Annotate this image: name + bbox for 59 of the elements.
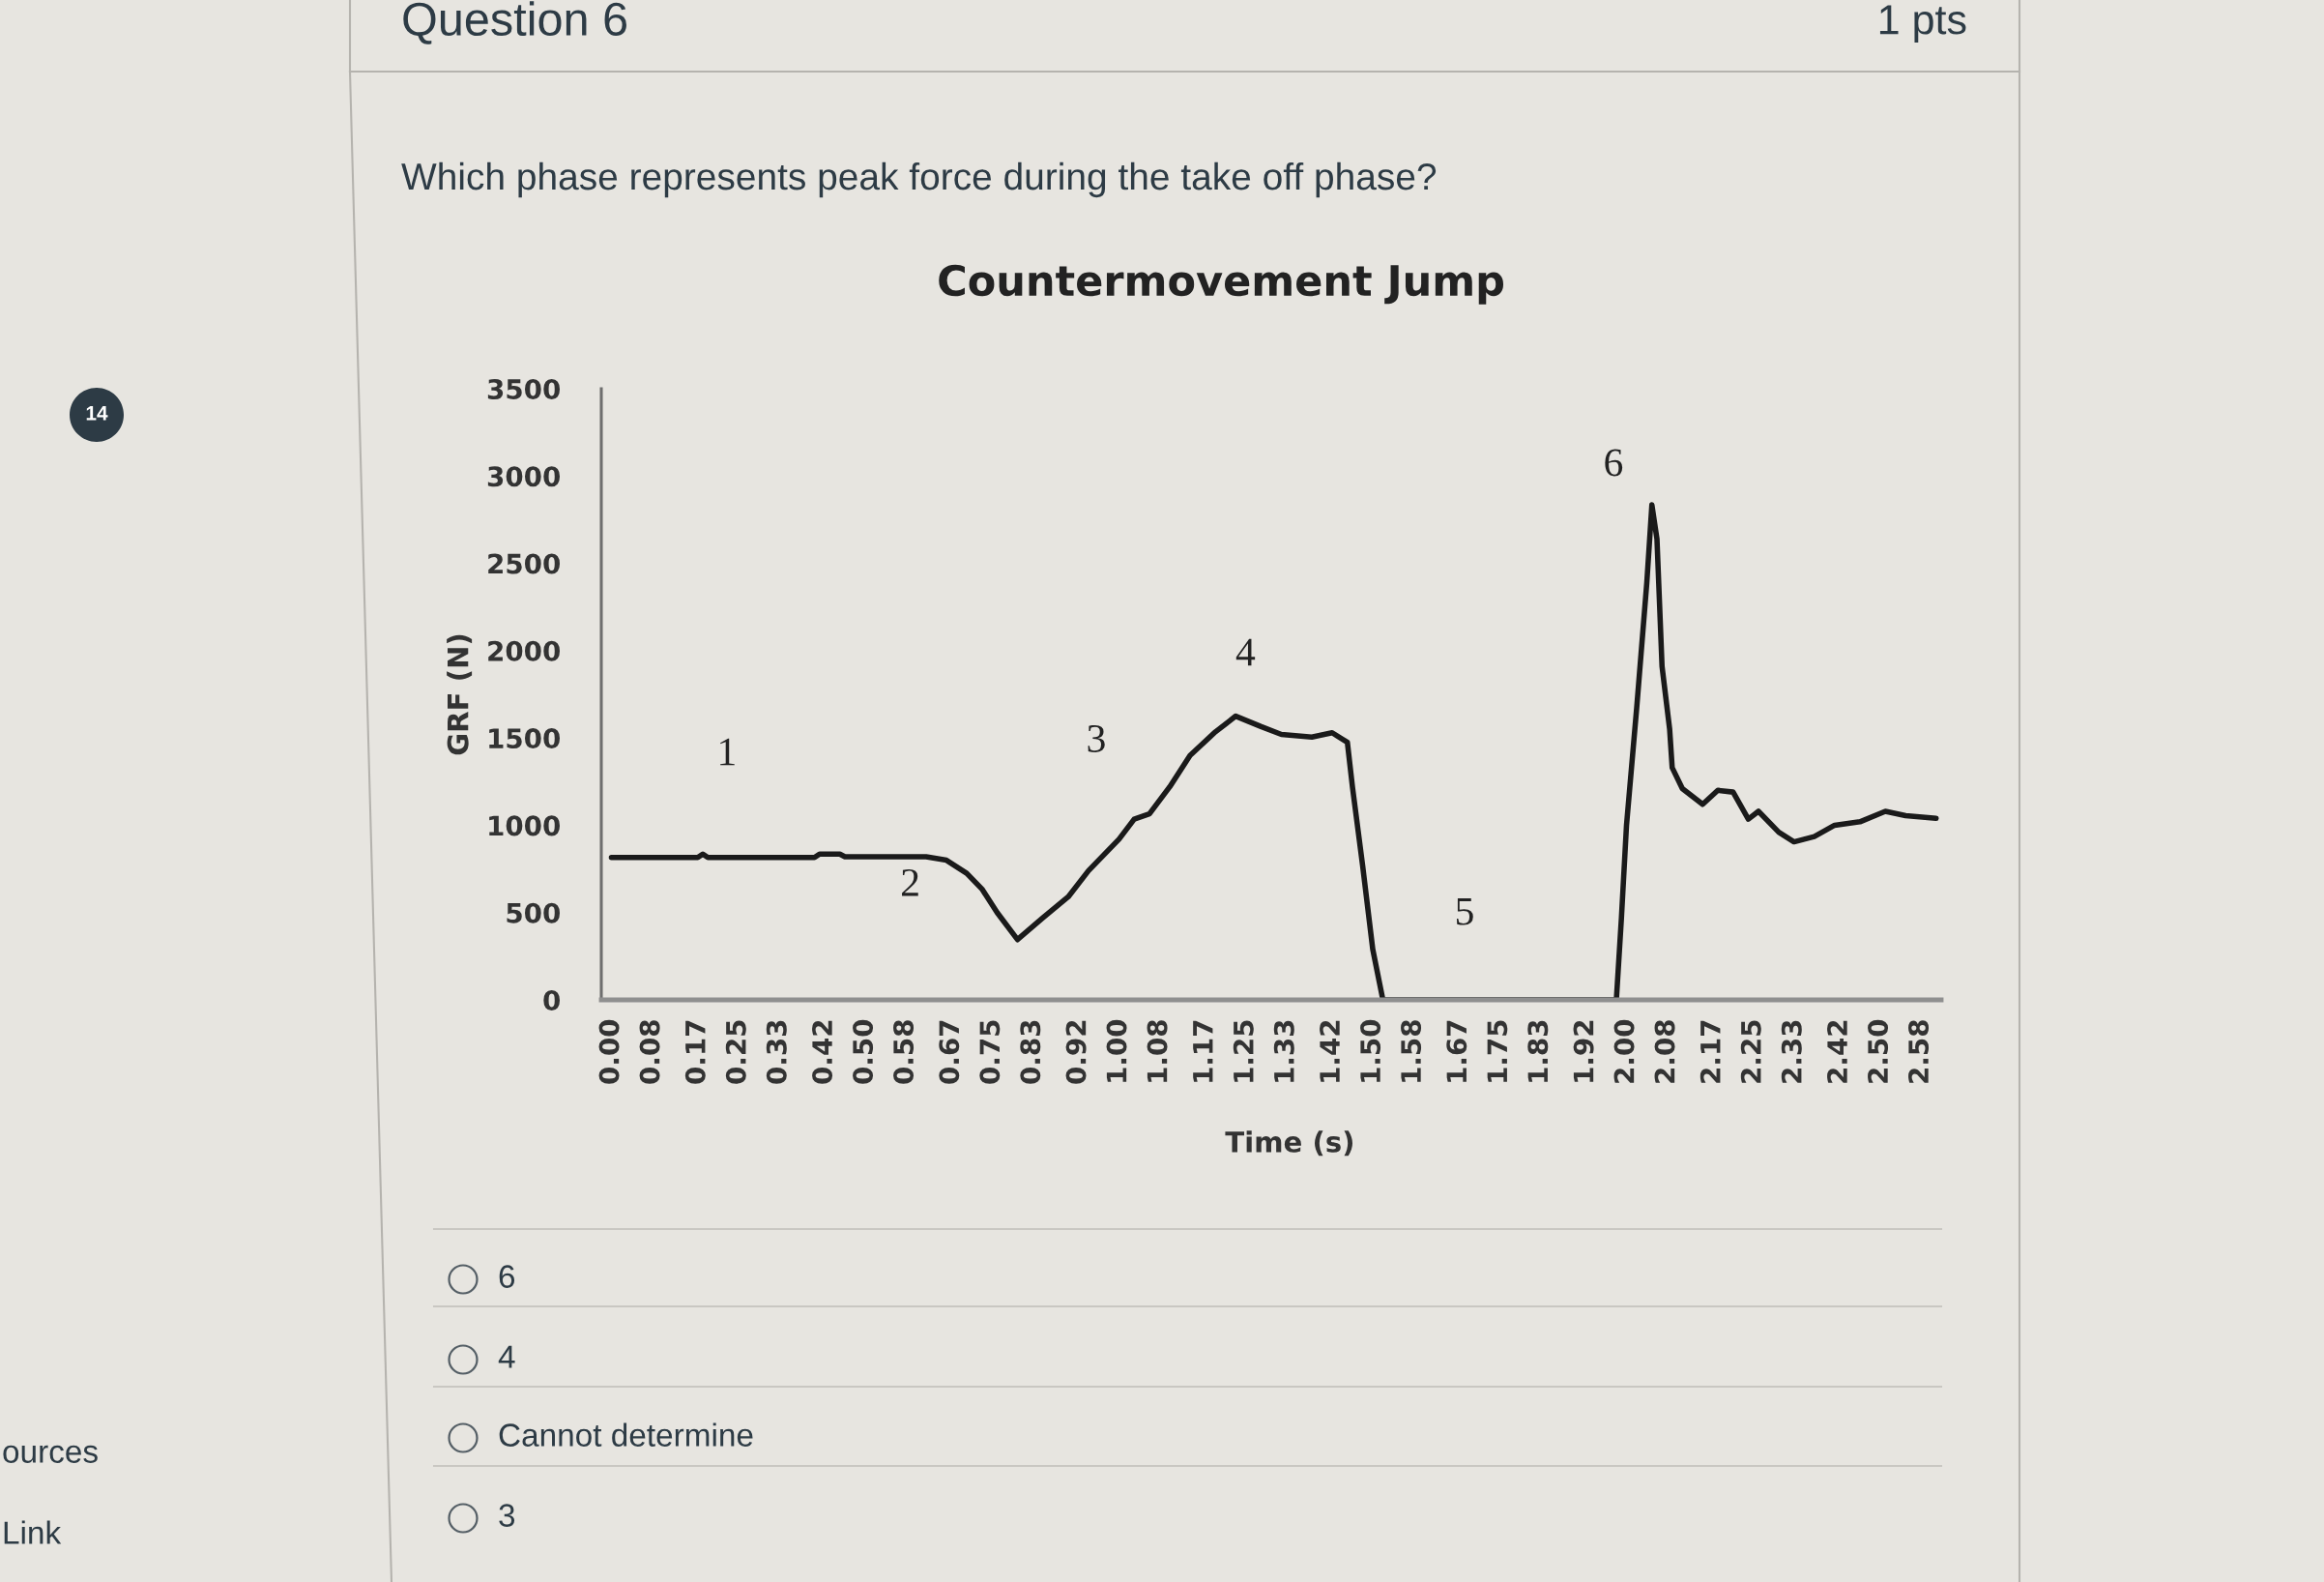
text: 6 [499, 1265, 515, 1288]
y-tick-label: 1500 [489, 728, 561, 749]
text: ources [3, 1445, 98, 1463]
x-tick-label: 1.25 [1233, 1020, 1254, 1082]
x-tick-label: 2.50 [1868, 1019, 1889, 1083]
annotation: 1 [720, 738, 735, 766]
x-tick-label: 1.75 [1487, 1020, 1508, 1082]
x-axis-title: Time (s) [1225, 1130, 1353, 1157]
x-tick-label: 1.92 [1573, 1020, 1594, 1082]
annotation: 2 [902, 868, 918, 896]
x-tick-label: 1.58 [1401, 1020, 1422, 1082]
y-tick-label: 500 [507, 902, 561, 923]
y-tick-label: 3500 [487, 378, 561, 399]
x-tick-label: 1.67 [1446, 1020, 1467, 1082]
text: Which phase represents peak force during the take off phase? [401, 161, 1437, 198]
annotation: 5 [1457, 897, 1473, 925]
y-tick-label: 2000 [488, 640, 561, 661]
x-tick-label: 0.50 [853, 1019, 874, 1084]
x-tick-label: 2.00 [1613, 1019, 1635, 1083]
x-tick-label: 2.17 [1699, 1020, 1721, 1083]
annotation: 4 [1235, 638, 1256, 666]
x-tick-label: 1.33 [1273, 1020, 1294, 1082]
x-tick-label: 0.83 [1020, 1020, 1041, 1084]
x-tick-label: 0.33 [766, 1020, 787, 1084]
x-tick-label: 1.42 [1320, 1020, 1340, 1082]
annotation: 3 [1088, 724, 1105, 752]
y-tick-label: 3000 [487, 466, 561, 487]
y-axis-title: GRF (N) [447, 634, 473, 755]
x-tick-label: 0.75 [979, 1020, 1001, 1084]
y-tick-label: 2500 [488, 553, 561, 574]
text: 4 [498, 1345, 515, 1368]
x-tick-label: 1.17 [1193, 1020, 1213, 1082]
annotation: 6 [1605, 449, 1623, 477]
x-tick-label: 1.08 [1147, 1020, 1168, 1082]
text: Question 6 [403, 1, 626, 44]
x-tick-label: 2.08 [1654, 1020, 1675, 1083]
y-tick-label: 1000 [489, 815, 561, 836]
x-tick-label: 1.00 [1106, 1019, 1127, 1082]
text: 1 pts [1879, 5, 1966, 44]
text: Link [4, 1520, 62, 1544]
x-tick-label: 0.08 [639, 1020, 660, 1084]
x-tick-label: 0.17 [684, 1020, 706, 1084]
x-tick-label: 0.00 [598, 1019, 620, 1084]
x-tick-label: 0.67 [939, 1020, 960, 1084]
x-tick-label: 0.42 [812, 1020, 833, 1084]
x-tick-label: 1.50 [1360, 1019, 1381, 1082]
x-tick-label: 0.25 [725, 1020, 746, 1084]
text: 3 [499, 1504, 515, 1527]
x-tick-label: 2.42 [1827, 1020, 1847, 1083]
text: Cannot determine [499, 1422, 753, 1447]
x-tick-label: 2.33 [1781, 1020, 1802, 1083]
text: 14 [86, 406, 108, 421]
x-tick-label: 0.58 [893, 1020, 915, 1084]
x-tick-label: 0.92 [1065, 1020, 1087, 1084]
x-tick-label: 1.83 [1527, 1020, 1549, 1082]
y-tick-label: 0 [543, 989, 561, 1011]
chart-title: Countermovement Jump [939, 264, 1504, 305]
x-tick-label: 2.25 [1740, 1020, 1761, 1083]
x-tick-label: 2.58 [1908, 1020, 1930, 1083]
